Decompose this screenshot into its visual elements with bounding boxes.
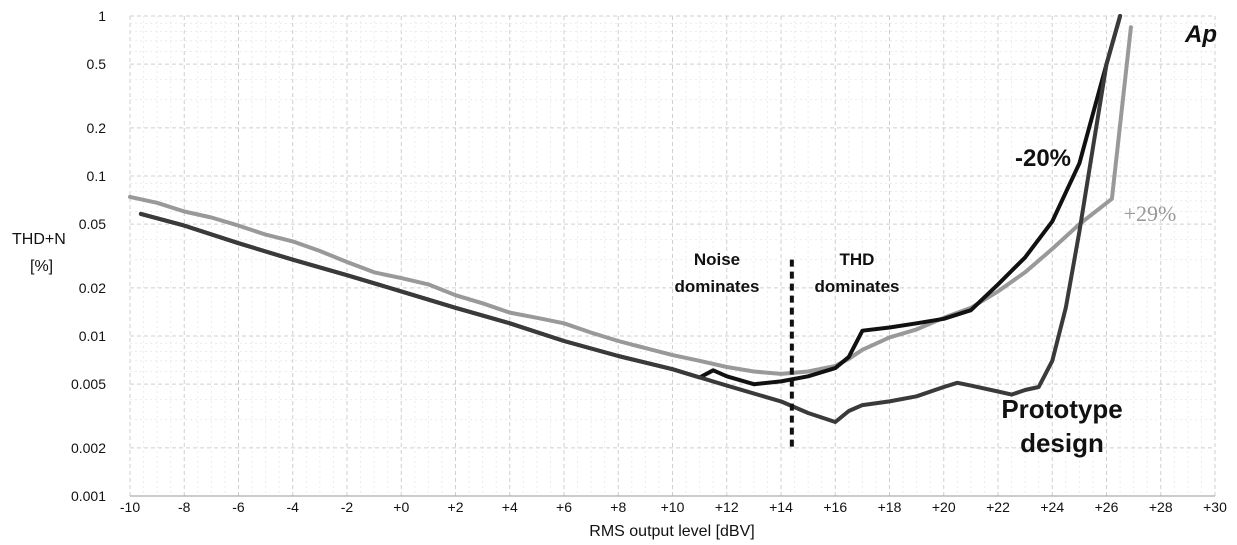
x-tick-labels: -10 -8 -6 -4 -2 +0 +2 +4 +6 +8 +10 +12 +14 +16 +18 +20 +… [120, 499, 1227, 515]
y-axis-label-line2: [%] [30, 258, 53, 275]
x-tick-label: +26 [1095, 499, 1119, 515]
y-tick-label: 0.02 [79, 280, 106, 296]
x-tick-label: +18 [878, 499, 902, 515]
prototype-design-line2: design [1020, 428, 1104, 458]
y-axis-label-line1: THD+N [12, 231, 66, 248]
y-tick-label: 0.5 [87, 56, 107, 72]
x-tick-label: +22 [986, 499, 1010, 515]
x-tick-label: +30 [1203, 499, 1227, 515]
thd-dominates-line1: THD [840, 250, 875, 269]
x-tick-label: +10 [661, 499, 685, 515]
series-line-3 [138, 14, 1123, 424]
minus-20-percent-label: -20% [1015, 145, 1071, 172]
y-tick-label: 0.1 [87, 168, 107, 184]
noise-dominates-line1: Noise [694, 250, 740, 269]
noise-dominates-line2: dominates [674, 277, 759, 296]
x-tick-label: -4 [287, 499, 300, 515]
x-tick-label: -6 [232, 499, 245, 515]
x-tick-label: +0 [393, 499, 409, 515]
x-tick-label: +28 [1149, 499, 1173, 515]
x-tick-label: +14 [769, 499, 793, 515]
y-tick-label: 0.001 [71, 488, 106, 504]
prototype-design-line1: Prototype [1001, 394, 1122, 424]
y-tick-label: 0.002 [71, 440, 106, 456]
x-tick-label: -8 [178, 499, 191, 515]
x-tick-label: +20 [932, 499, 956, 515]
y-tick-label: 1 [98, 8, 106, 24]
x-tick-label: +2 [448, 499, 464, 515]
x-tick-label: -2 [341, 499, 354, 515]
series-lines [128, 14, 1133, 424]
x-tick-label: +4 [502, 499, 518, 515]
y-tick-labels: 1 0.5 0.2 0.1 0.05 0.02 0.01 0.005 0.002 0.001 [71, 8, 106, 504]
x-axis-label: RMS output level [dBV] [589, 523, 754, 540]
y-tick-label: 0.005 [71, 376, 106, 392]
x-tick-label: +6 [556, 499, 572, 515]
y-tick-label: 0.01 [79, 328, 106, 344]
plus-29-percent-label: +29% [1124, 201, 1177, 226]
x-tick-label: +12 [715, 499, 739, 515]
y-tick-label: 0.2 [87, 120, 107, 136]
y-tick-label: 0.05 [79, 216, 106, 232]
x-tick-label: +16 [823, 499, 847, 515]
thd-dominates-line2: dominates [814, 277, 899, 296]
x-tick-label: -10 [120, 499, 140, 515]
grid [129, 15, 1216, 497]
ap-logo: Ap [1184, 21, 1217, 48]
x-tick-label: +8 [610, 499, 626, 515]
x-tick-label: +24 [1040, 499, 1064, 515]
